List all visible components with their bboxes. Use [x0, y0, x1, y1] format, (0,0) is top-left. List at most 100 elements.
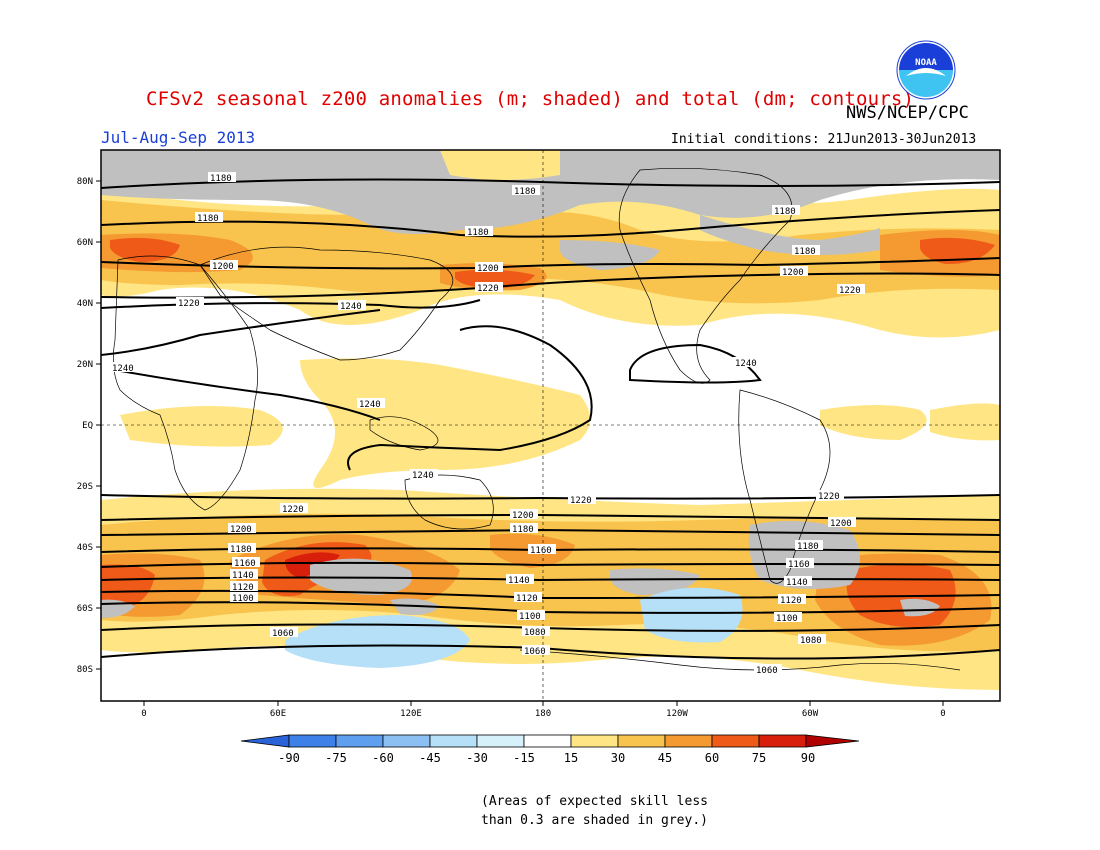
season-label: Jul-Aug-Sep 2013 [101, 128, 256, 147]
colorbar-label: -45 [419, 751, 441, 765]
lat-label: 60N [77, 238, 93, 248]
contour-label: 1160 [788, 560, 810, 570]
colorbar-swatch [523, 734, 572, 748]
contour-label: 1120 [780, 596, 802, 606]
anomaly-tropical-15 [120, 406, 283, 447]
contour-label: 1140 [786, 578, 808, 588]
colorbar-label: 60 [705, 751, 719, 765]
contour-label: 1240 [735, 359, 757, 369]
colorbar-label: 30 [611, 751, 625, 765]
contour-label: 1240 [340, 302, 362, 312]
lon-label: 120E [400, 709, 422, 719]
contour-label: 1180 [197, 214, 219, 224]
contour-label: 1060 [272, 629, 294, 639]
contour-label: 1180 [797, 542, 819, 552]
colorbar-swatch [664, 734, 713, 748]
longitude-axis: 0 60E 120E 180 120W 60W 0 [141, 701, 946, 719]
noaa-logo: NOAA [896, 40, 956, 100]
lon-label: 0 [940, 709, 945, 719]
contour-label: 1180 [774, 207, 796, 217]
colorbar-swatch [476, 734, 525, 748]
contour-label: 1100 [519, 612, 541, 622]
contour-label: 1180 [230, 545, 252, 555]
colorbar-swatch [429, 734, 478, 748]
contour-label: 1120 [516, 594, 538, 604]
contour-label: 1100 [776, 614, 798, 624]
anomaly-tropical-15 [930, 403, 1000, 441]
lon-label: 60W [802, 709, 819, 719]
colorbar-label: 45 [658, 751, 672, 765]
contour-label: 1220 [818, 492, 840, 502]
contour-label: 1160 [530, 546, 552, 556]
initial-conditions-label: Initial conditions: 21Jun2013-30Jun2013 [671, 132, 977, 147]
contour-label: 1060 [524, 647, 546, 657]
lat-label: 20S [77, 482, 93, 492]
contour-label: 1100 [232, 594, 254, 604]
anomaly-negative-30 [640, 587, 743, 643]
colorbar-swatch [288, 734, 337, 748]
lon-label: 60E [270, 709, 286, 719]
low-skill-area [610, 568, 700, 595]
colorbar [240, 734, 860, 748]
lat-label: 80N [77, 177, 93, 187]
colorbar-arrow-min [240, 734, 290, 748]
contour-label: 1140 [232, 571, 254, 581]
low-skill-area [748, 521, 860, 589]
colorbar-label: -30 [466, 751, 488, 765]
anomaly-core-north-60 [920, 237, 995, 265]
colorbar-label: 15 [564, 751, 578, 765]
low-skill-area [560, 240, 660, 270]
contour-label: 1200 [830, 519, 852, 529]
anomaly-band-north-30 [101, 200, 1000, 304]
contour-label: 1180 [467, 228, 489, 238]
colorbar-label: -60 [372, 751, 394, 765]
contour-label: 1140 [508, 576, 530, 586]
agency-label: NWS/NCEP/CPC [846, 103, 969, 123]
colorbar-arrow-max [805, 734, 860, 748]
colorbar-label: -90 [278, 751, 300, 765]
anomaly-tropical-15 [820, 405, 927, 440]
lon-label: 120W [666, 709, 688, 719]
lon-label: 0 [141, 709, 146, 719]
anomaly-negative-30 [285, 615, 470, 668]
contour-label: 1240 [112, 364, 134, 374]
low-skill-area [440, 150, 560, 180]
colorbar-swatch [382, 734, 431, 748]
contour-label: 1240 [412, 471, 434, 481]
contour-label: 1160 [234, 559, 256, 569]
lat-label: 40N [77, 299, 93, 309]
low-skill-area [700, 215, 880, 255]
colorbar-swatch [711, 734, 760, 748]
contour-label: 1200 [512, 511, 534, 521]
colorbar-labels: -90 -75 -60 -45 -30 -15 15 30 45 60 75 9… [278, 751, 815, 765]
lon-label: 180 [535, 709, 551, 719]
contour-label: 1180 [794, 247, 816, 257]
lat-label: 60S [77, 604, 93, 614]
lat-label: 40S [77, 543, 93, 553]
contour-label: 1220 [178, 299, 200, 309]
lat-label: 80S [77, 665, 93, 675]
contour-label: 1220 [477, 284, 499, 294]
colorbar-label: -15 [513, 751, 535, 765]
lat-label: 20N [77, 360, 93, 370]
colorbar-swatch [758, 734, 807, 748]
contour-label: 1180 [210, 174, 232, 184]
contour-label: 1220 [570, 496, 592, 506]
contour-label: 1220 [839, 286, 861, 296]
contour-label: 1060 [756, 666, 778, 676]
logo-text: NOAA [915, 58, 937, 68]
colorbar-swatch [335, 734, 384, 748]
contour-label-group: 1180 1180 1180 1180 1180 1180 1200 1200 … [110, 172, 865, 676]
contour-label: 1200 [782, 268, 804, 278]
coastlines [113, 167, 961, 671]
anomaly-core-north-60 [110, 237, 180, 262]
contour-label: 1220 [282, 505, 304, 515]
skill-footnote: (Areas of expected skill less than 0.3 a… [481, 794, 708, 828]
lat-label: EQ [82, 421, 93, 431]
contour-label: 1080 [524, 628, 546, 638]
contour-label: 1180 [514, 187, 536, 197]
contour-label: 1240 [359, 400, 381, 410]
low-skill-area [900, 598, 940, 617]
colorbar-swatch [570, 734, 619, 748]
